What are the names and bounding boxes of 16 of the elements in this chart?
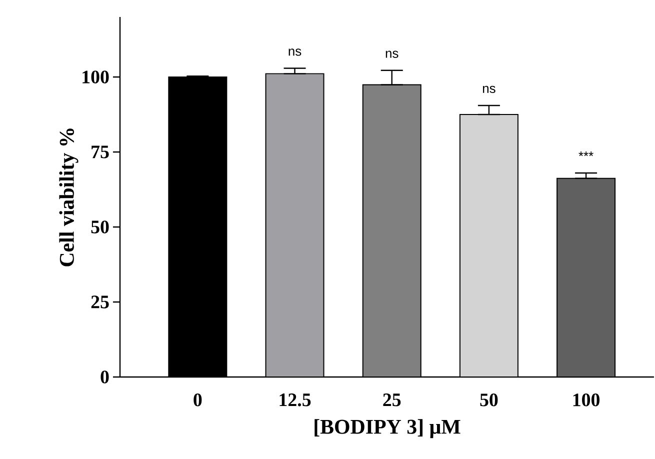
x-tick-label: 12.5 [280, 394, 311, 406]
annotation: *** [578, 152, 594, 156]
annotation: ns [482, 86, 496, 93]
annotation: ns [288, 48, 302, 56]
x-axis-title: [BODIPY 3] μM [314, 419, 460, 438]
annotation: ns [386, 50, 398, 58]
x-tick-label: 0 [194, 394, 202, 406]
y-tick-label: 0 [100, 370, 109, 384]
x-tick-label: 50 [480, 394, 498, 406]
x-tick-label: 100 [573, 394, 600, 406]
y-tick-label: 100 [82, 70, 109, 84]
y-tick-label: 25 [91, 296, 109, 308]
y-tick-label: 50 [91, 220, 109, 234]
x-tick-label: 25 [383, 394, 401, 406]
y-tick-label: 75 [92, 146, 109, 158]
y-axis-title: Cell viability % [59, 128, 78, 266]
